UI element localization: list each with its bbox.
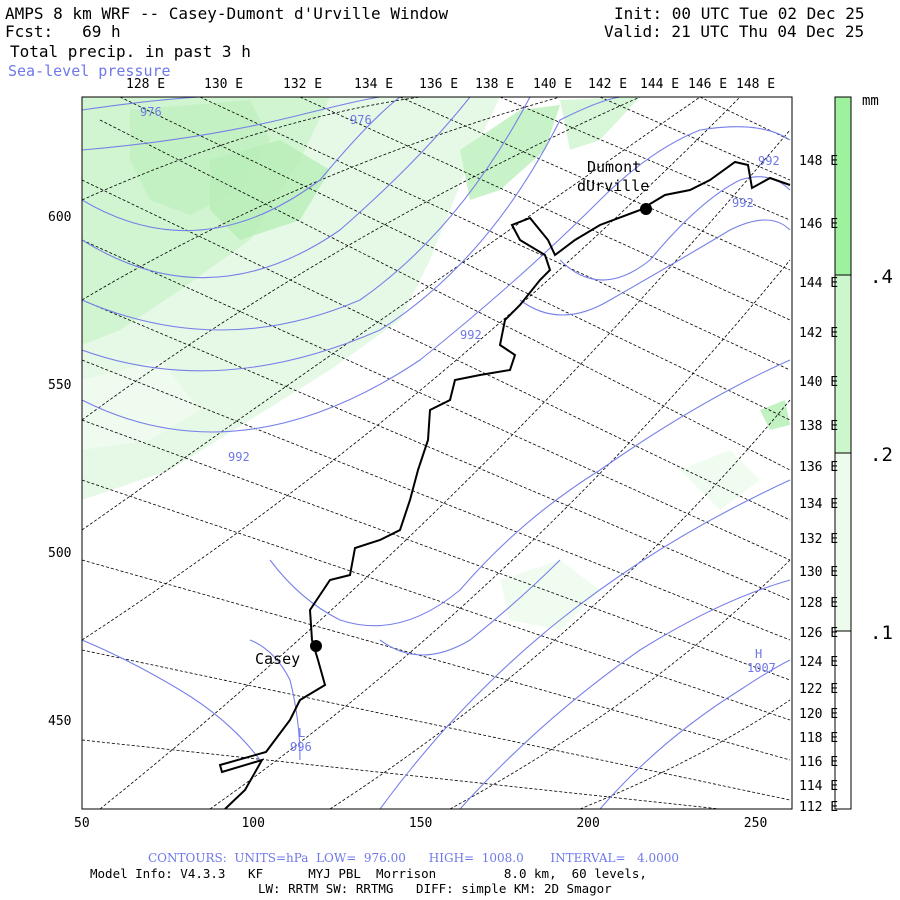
high-pressure-value: 1007 [747,661,776,675]
y-tick-label: 600 [48,209,72,225]
right-lon-label: 142 E [799,326,839,341]
contours-info: CONTOURS: UNITS=hPa LOW= 976.00 HIGH= 10… [148,851,679,865]
plot-area [82,97,791,809]
model-info-line2: LW: RRTM SW: RRTMG DIFF: simple KM: 2D S… [258,881,612,896]
x-tick-label: 200 [576,816,600,831]
x-tick-label: 100 [241,816,265,831]
right-lon-label: 114 E [799,779,839,794]
right-lon-label: 120 E [799,707,839,722]
plot-frame [81,96,793,810]
top-lon-label: 146 E [688,77,728,92]
casey-label: Casey [255,650,301,668]
right-lon-label: 126 E [799,626,839,641]
top-lon-label: 132 E [283,77,323,92]
right-lon-label: 134 E [799,497,839,512]
colorbar [834,96,852,810]
y-tick-label: 550 [48,377,72,393]
field-slp-label: Sea-level pressure [8,62,171,80]
right-lon-label: 118 E [799,731,839,746]
right-lon-label: 144 E [799,276,839,291]
colorbar-label-01: .1 [870,622,893,644]
isobar-label: 992 [460,328,482,342]
isobar-label: 992 [228,450,250,464]
top-lon-label: 142 E [588,77,628,92]
title: AMPS 8 km WRF -- Casey-Dumont d'Urville … [5,4,449,23]
precip-shading [82,97,790,630]
valid-time: Valid: 21 UTC Thu 04 Dec 25 [604,22,865,41]
low-pressure-value: 996 [290,740,312,754]
right-lon-label: 122 E [799,682,839,697]
isobar-label: 976 [350,113,372,127]
x-tick-label: 250 [743,816,768,831]
right-lon-label: 128 E [799,596,839,611]
colorbar-label-02: .2 [870,444,893,466]
isobar-label: 992 [758,154,780,168]
dumont-label-line2: dUrville [577,177,650,195]
field-precip-label: Total precip. in past 3 h [10,42,251,61]
right-lon-label: 132 E [799,532,839,547]
top-lon-label: 134 E [354,77,394,92]
isobar-label: 992 [732,196,754,210]
dumont-label-line1: Dumont [587,158,642,176]
x-tick-label: 50 [74,816,90,831]
low-pressure-letter: L [298,726,306,740]
isobar-label: 976 [140,105,162,119]
top-lon-label: 128 E [126,77,166,92]
top-lon-label: 130 E [204,77,244,92]
right-lon-label: 116 E [799,755,839,770]
colorbar-label-04: .4 [870,266,893,288]
top-lon-label: 148 E [736,77,776,92]
top-lon-label: 140 E [533,77,573,92]
right-lon-label: 112 E [799,800,839,815]
right-lon-label: 148 E [799,154,839,169]
right-lon-label: 146 E [799,217,839,232]
y-tick-label: 450 [48,713,72,729]
top-lon-label: 144 E [640,77,680,92]
right-lon-label: 136 E [799,460,839,475]
lonlat-grid [82,97,791,809]
top-lon-label: 136 E [419,77,459,92]
right-lon-label: 138 E [799,419,839,434]
model-info-line1: Model Info: V4.3.3 KF MYJ PBL Morrison 8… [90,866,647,881]
top-lon-label: 138 E [475,77,515,92]
forecast-hour: Fcst: 69 h [5,22,121,41]
isobars [82,97,791,809]
right-lon-label: 140 E [799,375,839,390]
init-time: Init: 00 UTC Tue 02 Dec 25 [614,4,865,23]
x-tick-label: 150 [408,816,433,831]
dumont-durville-station-marker [640,203,652,215]
y-tick-label: 500 [48,545,72,561]
high-pressure-letter: H [755,647,763,661]
casey-station-marker [310,640,322,652]
right-lon-label: 124 E [799,655,839,670]
colorbar-unit: mm [862,93,879,109]
right-lon-label: 130 E [799,565,839,580]
